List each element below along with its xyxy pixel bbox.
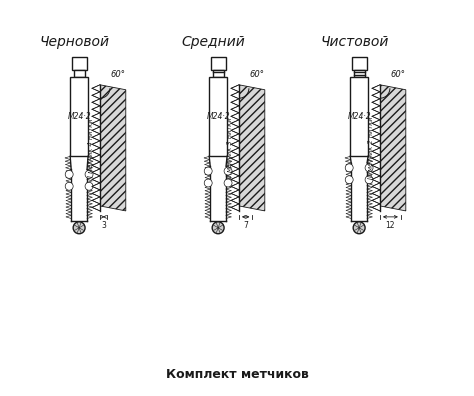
Polygon shape <box>92 148 100 155</box>
Text: Комплект метчиков: Комплект метчиков <box>165 368 309 381</box>
Polygon shape <box>100 85 126 211</box>
Text: М24·2: М24·2 <box>347 112 371 121</box>
Circle shape <box>345 164 353 172</box>
Polygon shape <box>231 204 239 211</box>
Text: Средний: Средний <box>181 35 245 49</box>
Text: 60°: 60° <box>111 70 126 79</box>
Text: 12: 12 <box>386 221 395 230</box>
Circle shape <box>224 179 232 187</box>
Polygon shape <box>231 134 239 141</box>
Polygon shape <box>372 197 380 204</box>
Text: II метчик 3 нитки: II метчик 3 нитки <box>227 118 233 178</box>
Polygon shape <box>372 127 380 134</box>
Text: III метчик 2 нитки: III метчик 2 нитки <box>368 116 374 179</box>
Text: Черновой: Черновой <box>39 35 109 49</box>
Circle shape <box>353 222 365 234</box>
Circle shape <box>204 167 212 175</box>
Text: 60°: 60° <box>250 70 265 79</box>
Polygon shape <box>231 106 239 113</box>
Polygon shape <box>231 92 239 99</box>
Polygon shape <box>372 169 380 176</box>
Polygon shape <box>372 120 380 127</box>
Bar <box>213 70 224 77</box>
Bar <box>354 70 365 77</box>
Polygon shape <box>231 190 239 197</box>
Polygon shape <box>231 176 239 183</box>
Polygon shape <box>231 169 239 176</box>
Text: 60°: 60° <box>391 70 406 79</box>
Polygon shape <box>231 162 239 169</box>
Polygon shape <box>372 106 380 113</box>
Circle shape <box>65 170 73 178</box>
Text: М24·2: М24·2 <box>206 112 230 121</box>
Polygon shape <box>231 85 239 92</box>
Polygon shape <box>380 85 406 211</box>
Polygon shape <box>231 197 239 204</box>
Circle shape <box>212 222 224 234</box>
Bar <box>352 57 366 70</box>
Circle shape <box>73 222 85 234</box>
Polygon shape <box>372 162 380 169</box>
Circle shape <box>345 176 353 184</box>
Polygon shape <box>92 155 100 162</box>
Polygon shape <box>372 148 380 155</box>
Polygon shape <box>92 127 100 134</box>
Text: 3: 3 <box>101 221 106 230</box>
Text: 7: 7 <box>243 221 248 230</box>
Circle shape <box>204 179 212 187</box>
Bar <box>70 77 88 156</box>
Circle shape <box>65 182 73 190</box>
Polygon shape <box>92 99 100 106</box>
Polygon shape <box>92 176 100 183</box>
Polygon shape <box>92 204 100 211</box>
Bar <box>350 77 368 156</box>
Polygon shape <box>92 183 100 190</box>
Polygon shape <box>372 113 380 120</box>
Polygon shape <box>92 190 100 197</box>
Polygon shape <box>231 113 239 120</box>
Polygon shape <box>372 155 380 162</box>
Polygon shape <box>92 134 100 141</box>
Polygon shape <box>92 141 100 148</box>
Polygon shape <box>372 141 380 148</box>
Polygon shape <box>372 204 380 211</box>
Circle shape <box>365 176 373 184</box>
Bar <box>209 77 227 156</box>
Circle shape <box>85 170 93 178</box>
Polygon shape <box>92 85 100 92</box>
Polygon shape <box>92 120 100 127</box>
Polygon shape <box>231 141 239 148</box>
Bar <box>73 70 84 77</box>
Circle shape <box>224 167 232 175</box>
Polygon shape <box>92 169 100 176</box>
Polygon shape <box>239 85 265 211</box>
Polygon shape <box>372 134 380 141</box>
Polygon shape <box>372 92 380 99</box>
Polygon shape <box>372 183 380 190</box>
Polygon shape <box>231 148 239 155</box>
Bar <box>72 57 87 70</box>
Polygon shape <box>372 190 380 197</box>
Polygon shape <box>92 113 100 120</box>
Text: I метчик 4 нитки: I метчик 4 нитки <box>88 119 94 177</box>
Text: М24·2: М24·2 <box>67 112 91 121</box>
Polygon shape <box>231 99 239 106</box>
Polygon shape <box>92 197 100 204</box>
Polygon shape <box>372 176 380 183</box>
Text: Чистовой: Чистовой <box>320 35 388 49</box>
Bar <box>210 57 226 70</box>
Polygon shape <box>231 183 239 190</box>
Polygon shape <box>92 162 100 169</box>
Circle shape <box>365 164 373 172</box>
Polygon shape <box>92 106 100 113</box>
Polygon shape <box>372 85 380 92</box>
Polygon shape <box>231 120 239 127</box>
Polygon shape <box>231 155 239 162</box>
Polygon shape <box>231 127 239 134</box>
Polygon shape <box>92 92 100 99</box>
Polygon shape <box>372 99 380 106</box>
Circle shape <box>85 182 93 190</box>
